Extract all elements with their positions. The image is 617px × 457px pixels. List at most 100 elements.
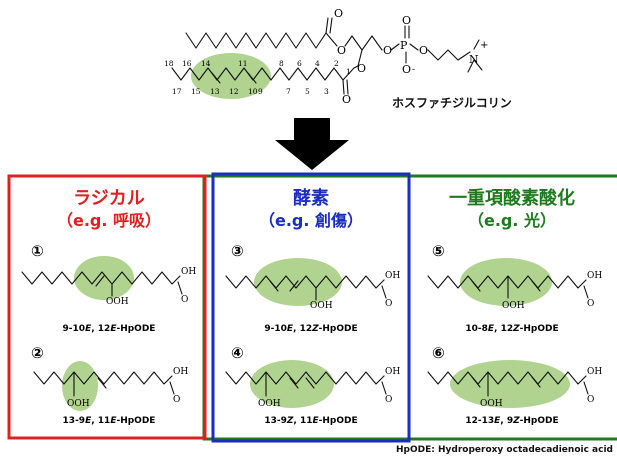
hpode-item-2: OOH OH O ② 13-9E, 11E-HpODE [31, 344, 188, 426]
fatty-acid-chain [427, 371, 587, 385]
hpode-item-6: OOH OH O ⑥ 12-13E, 9Z-HpODE [427, 344, 602, 426]
upper-acyl-chain [185, 32, 327, 49]
charge-plus: + [480, 40, 488, 51]
hpode-item-4: OOH OH O ④ 13-9Z, 11E-HpODE [225, 344, 400, 426]
atom-o: O [419, 44, 428, 57]
fatty-acid-chain [33, 371, 173, 385]
o-group: O [181, 295, 188, 305]
item-number: ④ [231, 344, 244, 362]
enzyme-box [211, 172, 411, 443]
radical-box [7, 174, 207, 440]
item-number: ⑥ [432, 344, 445, 362]
atom-o: O [357, 62, 366, 75]
o-group: O [385, 395, 392, 405]
ooh-group: OOH [106, 297, 129, 307]
enzyme-title: 酵素 [293, 187, 329, 209]
carbon-number: 8 [279, 59, 284, 68]
hpode-item-3: OOH OH O ③ 9-10E, 12Z-HpODE [225, 242, 400, 334]
carbon-number: 18 [164, 59, 174, 68]
down-arrow [275, 118, 349, 170]
phosphatidylcholine-structure: O O O P O O - O N + O O 18 17 16 15 14 1… [164, 7, 512, 110]
charge-minus: - [412, 65, 415, 75]
item-number: ① [31, 242, 44, 260]
phospholipid-name: ホスファチジルコリン [392, 96, 512, 110]
singlet-subtitle: （e.g. 光） [468, 211, 556, 230]
hpode-item-1: OOH OH O ① 9-10E, 12E-HpODE [21, 242, 196, 334]
highlight-site [74, 256, 134, 300]
o-group: O [587, 395, 594, 405]
radical-title: ラジカル [73, 188, 145, 209]
item-label: 12-13E, 9Z-HpODE [465, 416, 558, 426]
atom-n: N [469, 53, 479, 66]
atom-p: P [400, 39, 408, 52]
item-number: ③ [231, 242, 244, 260]
atom-o: O [383, 44, 392, 57]
radical-header: ラジカル （e.g. 呼吸） [57, 188, 161, 230]
carbon-number: 9 [258, 87, 263, 96]
oh-group: OH [587, 271, 602, 281]
item-label: 13-9Z, 11E-HpODE [264, 416, 357, 426]
carbon-number: 12 [229, 87, 239, 96]
ooh-group: OOH [502, 301, 525, 311]
item-number: ② [31, 344, 44, 362]
oh-group: OH [181, 267, 196, 277]
atom-o: O [402, 14, 411, 27]
carbon-number: 2 [334, 59, 339, 68]
lower-acyl-chain [171, 67, 355, 81]
highlight-double-bonds [191, 53, 271, 99]
carbon-number: 13 [210, 87, 220, 96]
carbon-number: 17 [172, 87, 182, 96]
ooh-group: OOH [310, 301, 333, 311]
choline-chain [427, 49, 471, 61]
radical-subtitle: （e.g. 呼吸） [57, 211, 161, 230]
carbon-number: 5 [305, 87, 310, 96]
carbon-number: 10 [248, 87, 258, 96]
enzyme-header: 酵素 （e.g. 創傷） [259, 187, 363, 230]
item-label: 9-10E, 12Z-HpODE [264, 324, 357, 334]
carbon-number: 1 [346, 67, 351, 76]
atom-o: O [402, 63, 411, 76]
carbon-number: 3 [324, 87, 329, 96]
highlight-site [62, 361, 98, 411]
fatty-acid-chain [225, 371, 385, 385]
enzyme-subtitle: （e.g. 創傷） [259, 211, 363, 230]
o-group: O [173, 395, 180, 405]
carbon-number: 6 [297, 59, 302, 68]
fatty-acid-chain [225, 275, 385, 289]
item-number: ⑤ [432, 242, 445, 260]
o-group: O [587, 299, 594, 309]
carbon-numbering: 18 17 16 15 14 13 12 11 10 9 8 7 6 5 4 3… [164, 59, 351, 96]
highlight-site [250, 360, 334, 408]
ooh-group: OOH [258, 399, 281, 409]
glycerol-backbone [344, 35, 383, 51]
oh-group: OH [587, 367, 602, 377]
oh-group: OH [385, 271, 400, 281]
highlight-site [254, 258, 342, 306]
fatty-acid-chain [21, 271, 181, 285]
carbon-number: 11 [238, 59, 248, 68]
atom-o: O [334, 7, 343, 20]
singlet-title: 一重項酸素酸化 [449, 187, 575, 209]
hpode-item-5: OOH OH O ⑤ 10-8E, 12Z-HpODE [427, 242, 602, 334]
oh-group: OH [173, 367, 188, 377]
singlet-header: 一重項酸素酸化 （e.g. 光） [449, 187, 575, 230]
atom-o: O [342, 93, 351, 106]
carbon-number: 16 [182, 59, 192, 68]
oh-group: OH [385, 367, 400, 377]
ooh-group: OOH [67, 399, 90, 409]
carbon-number: 7 [286, 87, 291, 96]
atom-o: O [337, 44, 346, 57]
footnote: HpODE: Hydroperoxy octadecadienoic acid [396, 445, 613, 455]
ooh-group: OOH [480, 399, 503, 409]
highlight-site [460, 258, 552, 306]
highlight-site [450, 360, 570, 408]
carbon-number: 4 [315, 59, 320, 68]
item-label: 10-8E, 12Z-HpODE [465, 324, 558, 334]
item-label: 13-9E, 11E-HpODE [63, 416, 156, 426]
item-label: 9-10E, 12E-HpODE [63, 324, 156, 334]
o-group: O [385, 299, 392, 309]
carbon-number: 14 [201, 59, 211, 68]
carbon-number: 15 [191, 87, 201, 96]
hpode-structures: OOH OH O ① 9-10E, 12E-HpODE OOH OH O ② 1… [21, 242, 602, 426]
